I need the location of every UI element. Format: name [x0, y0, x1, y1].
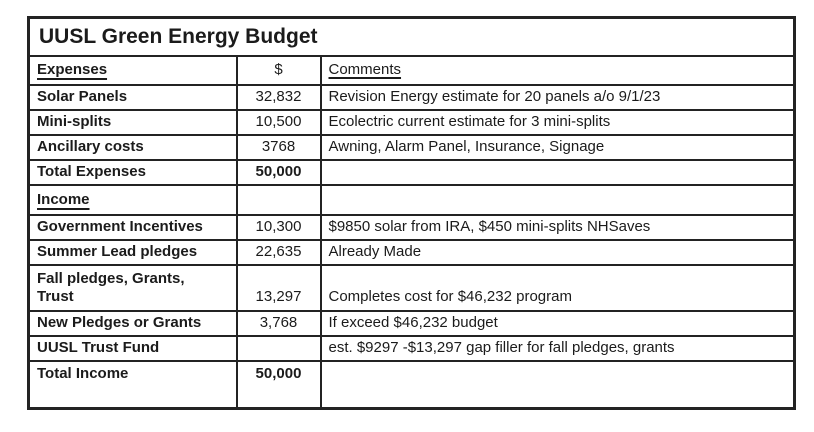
row-summer-lead-pledges: Summer Lead pledges 22,635 Already Made	[27, 239, 796, 266]
row-amount: 50,000	[235, 360, 322, 410]
row-label: Mini-splits	[27, 109, 238, 136]
row-comment: Awning, Alarm Panel, Insurance, Signage	[319, 134, 796, 161]
row-label: New Pledges or Grants	[27, 310, 238, 337]
amount-column-header: $	[235, 55, 322, 86]
row-amount: 3,768	[235, 310, 322, 337]
table-title: UUSL Green Energy Budget	[27, 16, 796, 57]
row-comment: If exceed $46,232 budget	[319, 310, 796, 337]
row-total-expenses: Total Expenses 50,000	[27, 159, 796, 186]
row-comment	[319, 159, 796, 186]
row-comment: Ecolectric current estimate for 3 mini-s…	[319, 109, 796, 136]
row-label: Solar Panels	[27, 84, 238, 111]
row-amount: 32,832	[235, 84, 322, 111]
row-amount: 10,300	[235, 214, 322, 241]
comments-column-label: Comments	[328, 61, 402, 79]
row-comment: Revision Energy estimate for 20 panels a…	[319, 84, 796, 111]
row-label: UUSL Trust Fund	[27, 335, 238, 362]
row-label: Total Income	[27, 360, 238, 410]
row-fall-pledges-grants-trust: Fall pledges, Grants, Trust 13,297 Compl…	[27, 264, 796, 312]
income-section-header: Income	[27, 184, 238, 216]
row-label: Summer Lead pledges	[27, 239, 238, 266]
row-label: Fall pledges, Grants, Trust	[27, 264, 238, 312]
row-amount: 3768	[235, 134, 322, 161]
row-total-income: Total Income 50,000	[27, 360, 796, 410]
row-amount	[235, 335, 322, 362]
row-comment: Completes cost for $46,232 program	[319, 264, 796, 312]
row-label: Total Expenses	[27, 159, 238, 186]
empty-cell	[319, 184, 796, 216]
expenses-header-row: Expenses $ Comments	[27, 55, 796, 86]
row-amount: 50,000	[235, 159, 322, 186]
row-comment: $9850 solar from IRA, $450 mini-splits N…	[319, 214, 796, 241]
row-ancillary-costs: Ancillary costs 3768 Awning, Alarm Panel…	[27, 134, 796, 161]
row-uusl-trust-fund: UUSL Trust Fund est. $9297 -$13,297 gap …	[27, 335, 796, 362]
income-header-row: Income	[27, 184, 796, 216]
comments-column-header: Comments	[319, 55, 796, 86]
row-mini-splits: Mini-splits 10,500 Ecolectric current es…	[27, 109, 796, 136]
row-new-pledges-or-grants: New Pledges or Grants 3,768 If exceed $4…	[27, 310, 796, 337]
expenses-section-header: Expenses	[27, 55, 238, 86]
row-comment	[319, 360, 796, 410]
row-amount: 13,297	[235, 264, 322, 312]
row-comment: Already Made	[319, 239, 796, 266]
table-title-row: UUSL Green Energy Budget	[27, 16, 796, 57]
empty-cell	[235, 184, 322, 216]
row-label: Government Incentives	[27, 214, 238, 241]
row-amount: 10,500	[235, 109, 322, 136]
budget-table: UUSL Green Energy Budget Expenses $ Comm…	[27, 16, 797, 410]
income-section-label: Income	[37, 190, 90, 208]
row-comment: est. $9297 -$13,297 gap filler for fall …	[319, 335, 796, 362]
row-label: Ancillary costs	[27, 134, 238, 161]
row-amount: 22,635	[235, 239, 322, 266]
row-government-incentives: Government Incentives 10,300 $9850 solar…	[27, 214, 796, 241]
expenses-section-label: Expenses	[37, 61, 108, 79]
row-solar-panels: Solar Panels 32,832 Revision Energy esti…	[27, 84, 796, 111]
